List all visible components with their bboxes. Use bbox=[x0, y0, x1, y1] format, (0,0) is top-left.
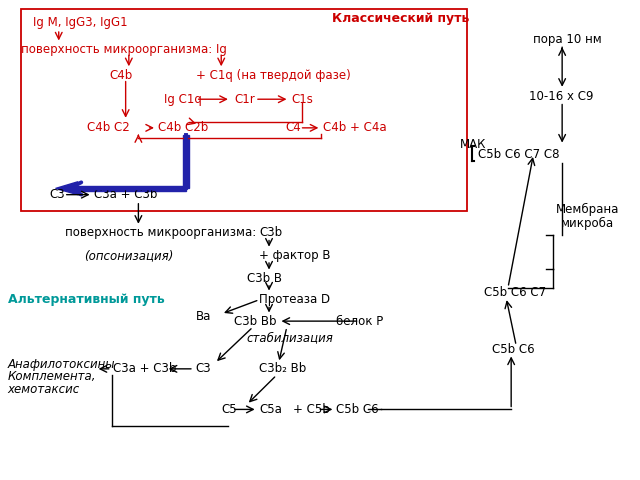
Text: Ba: Ba bbox=[196, 310, 211, 323]
Text: Альтернативный путь: Альтернативный путь bbox=[8, 293, 164, 306]
Text: 10-16 х С9: 10-16 х С9 bbox=[529, 90, 593, 103]
Text: стабилизация: стабилизация bbox=[246, 331, 333, 344]
Text: хемотаксис: хемотаксис bbox=[8, 384, 80, 396]
Text: C4b + C4a: C4b + C4a bbox=[323, 121, 387, 134]
Text: C4b C2b: C4b C2b bbox=[157, 121, 208, 134]
Text: C5: C5 bbox=[221, 403, 237, 416]
Text: Ig C1q: Ig C1q bbox=[164, 93, 202, 106]
Text: Протеаза D: Протеаза D bbox=[259, 293, 331, 306]
Text: C5b C6: C5b C6 bbox=[492, 343, 534, 356]
Bar bbox=[20, 9, 467, 211]
Polygon shape bbox=[78, 186, 186, 191]
Text: C5b C6: C5b C6 bbox=[336, 403, 378, 416]
Text: + C5b: + C5b bbox=[293, 403, 330, 416]
Text: микроба: микроба bbox=[561, 217, 614, 230]
Text: C4: C4 bbox=[285, 121, 301, 134]
Text: (опсонизация): (опсонизация) bbox=[84, 249, 173, 262]
Text: C1r: C1r bbox=[234, 93, 255, 106]
Text: Ig M, IgG3, IgG1: Ig M, IgG3, IgG1 bbox=[33, 16, 128, 29]
Text: Классический путь: Классический путь bbox=[332, 12, 470, 24]
Text: C4b C2: C4b C2 bbox=[88, 121, 130, 134]
Text: C5b C6 C7: C5b C6 C7 bbox=[484, 286, 547, 299]
Text: C3b Bb: C3b Bb bbox=[234, 314, 276, 328]
Text: C4b: C4b bbox=[109, 69, 133, 82]
Text: пора 10 нм: пора 10 нм bbox=[534, 33, 602, 46]
Text: C3b B: C3b B bbox=[246, 272, 282, 285]
Text: C3: C3 bbox=[196, 362, 211, 375]
Text: C3b₂ Bb: C3b₂ Bb bbox=[259, 362, 307, 375]
Text: C5a: C5a bbox=[259, 403, 282, 416]
Text: Комплемента,: Комплемента, bbox=[8, 371, 96, 384]
Text: Мембрана: Мембрана bbox=[556, 203, 619, 216]
Text: + C1q (на твердой фазе): + C1q (на твердой фазе) bbox=[196, 69, 351, 82]
Text: белок P: белок P bbox=[336, 314, 383, 328]
Text: C3: C3 bbox=[49, 188, 65, 201]
Text: C3a + C3b: C3a + C3b bbox=[94, 188, 157, 201]
Text: C1s: C1s bbox=[291, 93, 313, 106]
Text: C3b: C3b bbox=[259, 227, 283, 240]
Text: C5b C6 C7 C8: C5b C6 C7 C8 bbox=[478, 147, 559, 161]
Text: МАК: МАК bbox=[460, 138, 486, 151]
Text: C3a + C3b: C3a + C3b bbox=[113, 362, 176, 375]
Polygon shape bbox=[56, 182, 78, 195]
Text: поверхность микроорганизма: Ig: поверхность микроорганизма: Ig bbox=[20, 43, 227, 56]
Text: Анафилотоксины: Анафилотоксины bbox=[8, 358, 115, 371]
Polygon shape bbox=[183, 135, 189, 189]
Text: + фактор B: + фактор B bbox=[259, 249, 331, 262]
Text: поверхность микроорганизма:: поверхность микроорганизма: bbox=[65, 227, 257, 240]
